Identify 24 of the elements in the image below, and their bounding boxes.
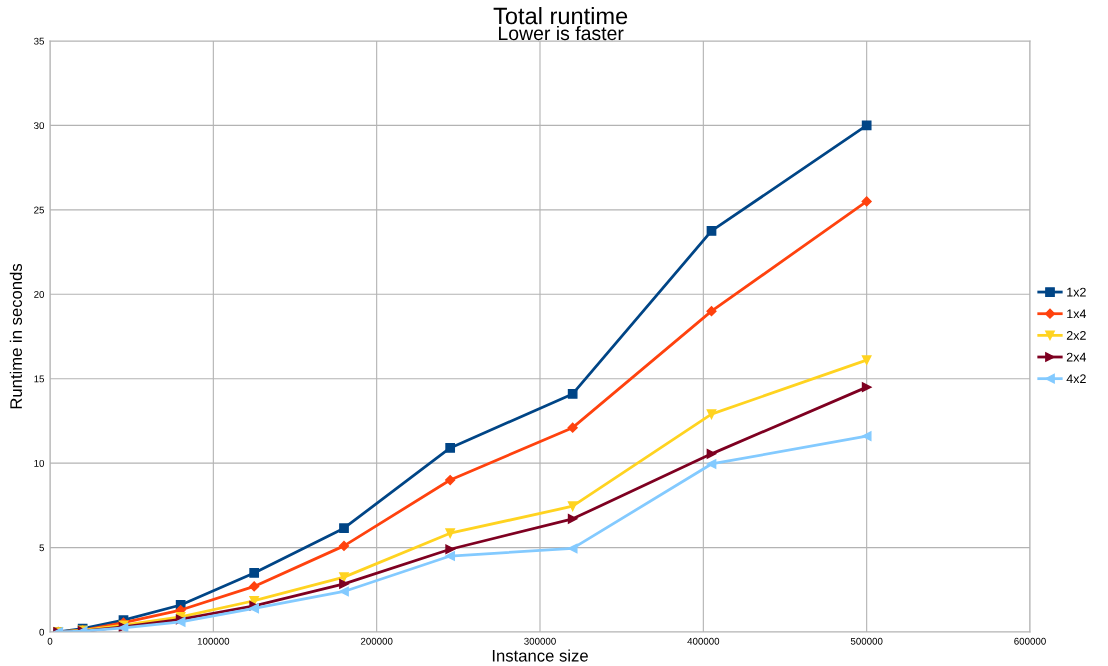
y-tick-label: 20 <box>34 291 45 298</box>
y-tick-label: 5 <box>39 544 45 552</box>
legend-label: 2x2 <box>1066 331 1086 340</box>
legend-label: 1x2 <box>1067 287 1086 297</box>
x-tick-label: 300000 <box>524 637 556 645</box>
y-axis-title: Runtime in seconds <box>9 263 22 409</box>
y-tick-label: 35 <box>34 37 45 45</box>
x-tick-label: 0 <box>47 637 53 645</box>
x-tick-label: 100000 <box>197 637 230 645</box>
x-tick-label: 500000 <box>850 637 883 645</box>
x-tick-label: 200000 <box>360 637 393 645</box>
y-tick-label: 15 <box>34 375 45 383</box>
x-tick-label: 600000 <box>1014 637 1046 645</box>
legend-label: 4x2 <box>1066 374 1086 384</box>
y-tick-label: 30 <box>34 122 45 130</box>
y-tick-label: 10 <box>34 459 45 467</box>
x-tick-label: 400000 <box>687 637 720 645</box>
chart-title: Total runtime <box>493 7 628 25</box>
legend-label: 2x4 <box>1066 352 1087 362</box>
y-tick-label: 25 <box>34 206 45 214</box>
legend-label: 1x4 <box>1067 309 1087 319</box>
chart-subtitle: Lower is faster <box>499 25 624 41</box>
x-axis-title: Instance size <box>492 649 588 662</box>
y-tick-label: 0 <box>39 628 45 636</box>
